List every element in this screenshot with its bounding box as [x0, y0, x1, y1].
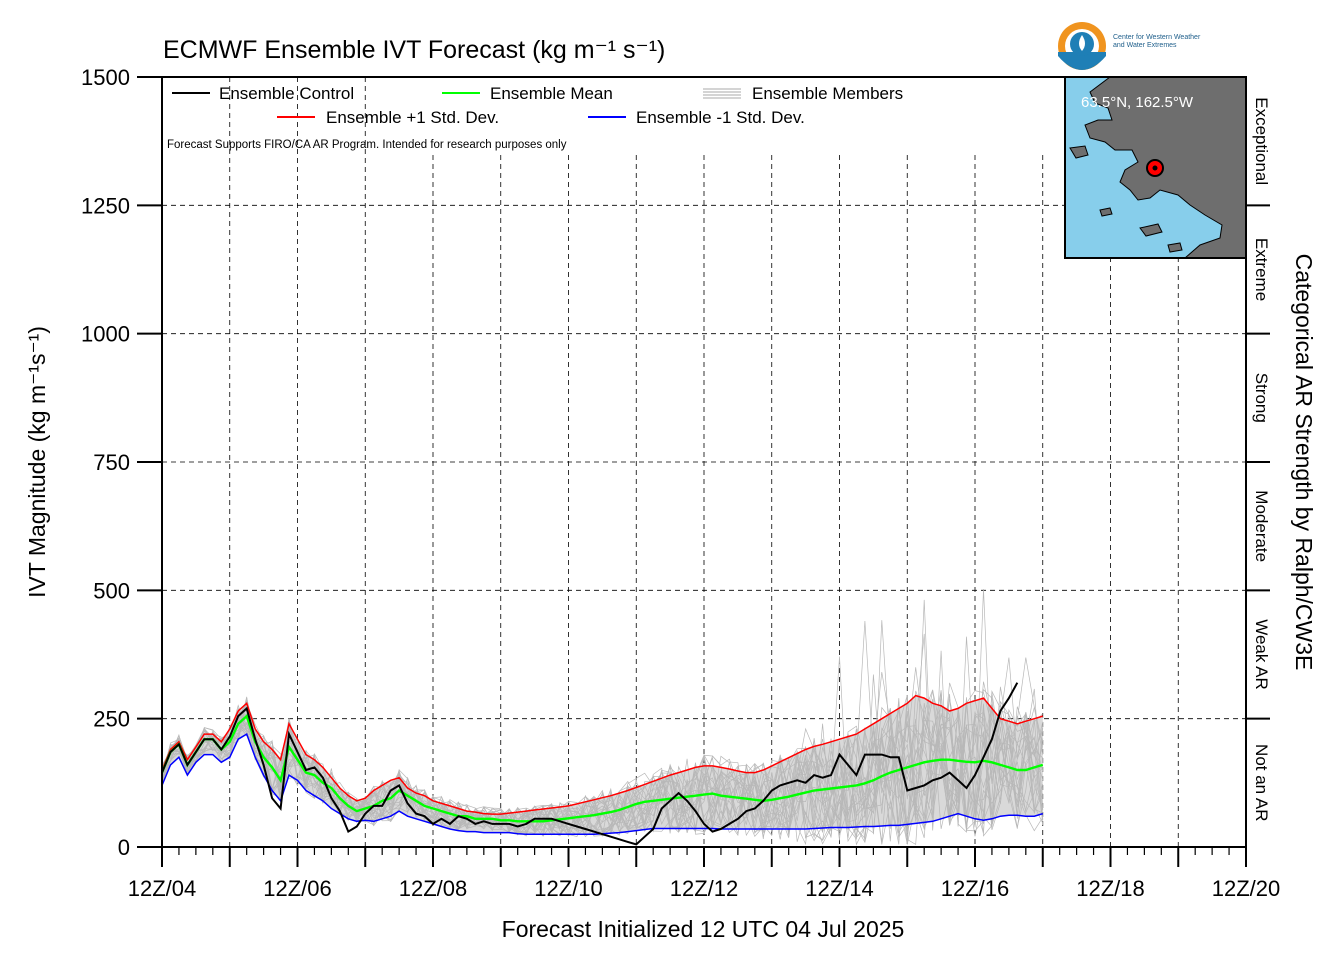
cw3e-logo: [1058, 22, 1106, 70]
ensemble-members: [161, 588, 1044, 846]
y-tick-label: 750: [93, 450, 130, 475]
legend-mean: Ensemble Mean: [490, 84, 613, 103]
x-tick-label: 12Z/16: [941, 876, 1010, 901]
series-line: [161, 694, 1044, 815]
research-note: Forecast Supports FIRO/CA AR Program. In…: [167, 139, 567, 151]
category-label: Extreme: [1252, 238, 1271, 301]
x-axis-label: Forecast Initialized 12 UTC 04 Jul 2025: [502, 916, 905, 942]
chart-title: ECMWF Ensemble IVT Forecast (kg m⁻¹ s⁻¹): [163, 36, 665, 64]
y-tick-label: 250: [93, 707, 130, 732]
legend-minus-std: Ensemble -1 Std. Dev.: [636, 108, 805, 127]
member-line: [161, 657, 1044, 833]
series-line: [160, 713, 1044, 823]
legend-control: Ensemble Control: [219, 84, 354, 103]
category-label: Weak AR: [1252, 619, 1271, 690]
x-tick-label: 12Z/14: [805, 876, 874, 901]
x-tick-label: 12Z/20: [1212, 876, 1281, 901]
member-line: [161, 633, 1044, 841]
logo-text: Center for Western Weather and Water Ext…: [1113, 34, 1200, 50]
y-tick-label: 1000: [81, 322, 130, 347]
y-tick-label: 1500: [81, 65, 130, 90]
member-line: [161, 671, 1044, 841]
y-tick-label: 500: [93, 578, 130, 603]
category-label: Not an AR: [1252, 744, 1271, 822]
logo-line-2: and Water Extremes: [1113, 42, 1177, 49]
member-line: [161, 697, 1044, 845]
ensemble-lines: [160, 682, 1044, 846]
x-tick-label: 12Z/10: [534, 876, 603, 901]
inset-location-label: 63.5°N, 162.5°W: [1081, 94, 1194, 111]
plot-grid: [162, 77, 1246, 847]
axes: 0 250 500 750 1000 1250 1500 12Z/04 12Z/06 12Z/08…: [81, 65, 1280, 901]
x-tick-label: 12Z/04: [128, 876, 197, 901]
category-label: Moderate: [1252, 490, 1271, 562]
right-axis-label: Categorical AR Strength by Ralph/CW3E: [1291, 254, 1317, 671]
legend-members: Ensemble Members: [752, 84, 903, 103]
x-tick-label: 12Z/06: [263, 876, 332, 901]
legend-plus-std: Ensemble +1 Std. Dev.: [326, 108, 499, 127]
y-axis-label: IVT Magnitude (kg m⁻¹s⁻¹): [24, 326, 50, 598]
series-line: [161, 682, 1019, 846]
x-tick-label: 12Z/18: [1076, 876, 1145, 901]
legend: Ensemble Control Ensemble Mean Ensemble …: [167, 84, 903, 151]
logo-line-1: Center for Western Weather: [1113, 34, 1201, 41]
y-tick-label: 1250: [81, 193, 130, 218]
x-tick-label: 12Z/12: [670, 876, 739, 901]
inset-map: 63.5°N, 162.5°W: [1064, 76, 1247, 259]
member-line: [161, 703, 1044, 844]
x-tick-label: 12Z/08: [399, 876, 468, 901]
category-label: Exceptional: [1252, 97, 1271, 185]
member-line: [161, 688, 1044, 843]
y-tick-label: 0: [118, 835, 130, 860]
category-label: Strong: [1252, 373, 1271, 423]
